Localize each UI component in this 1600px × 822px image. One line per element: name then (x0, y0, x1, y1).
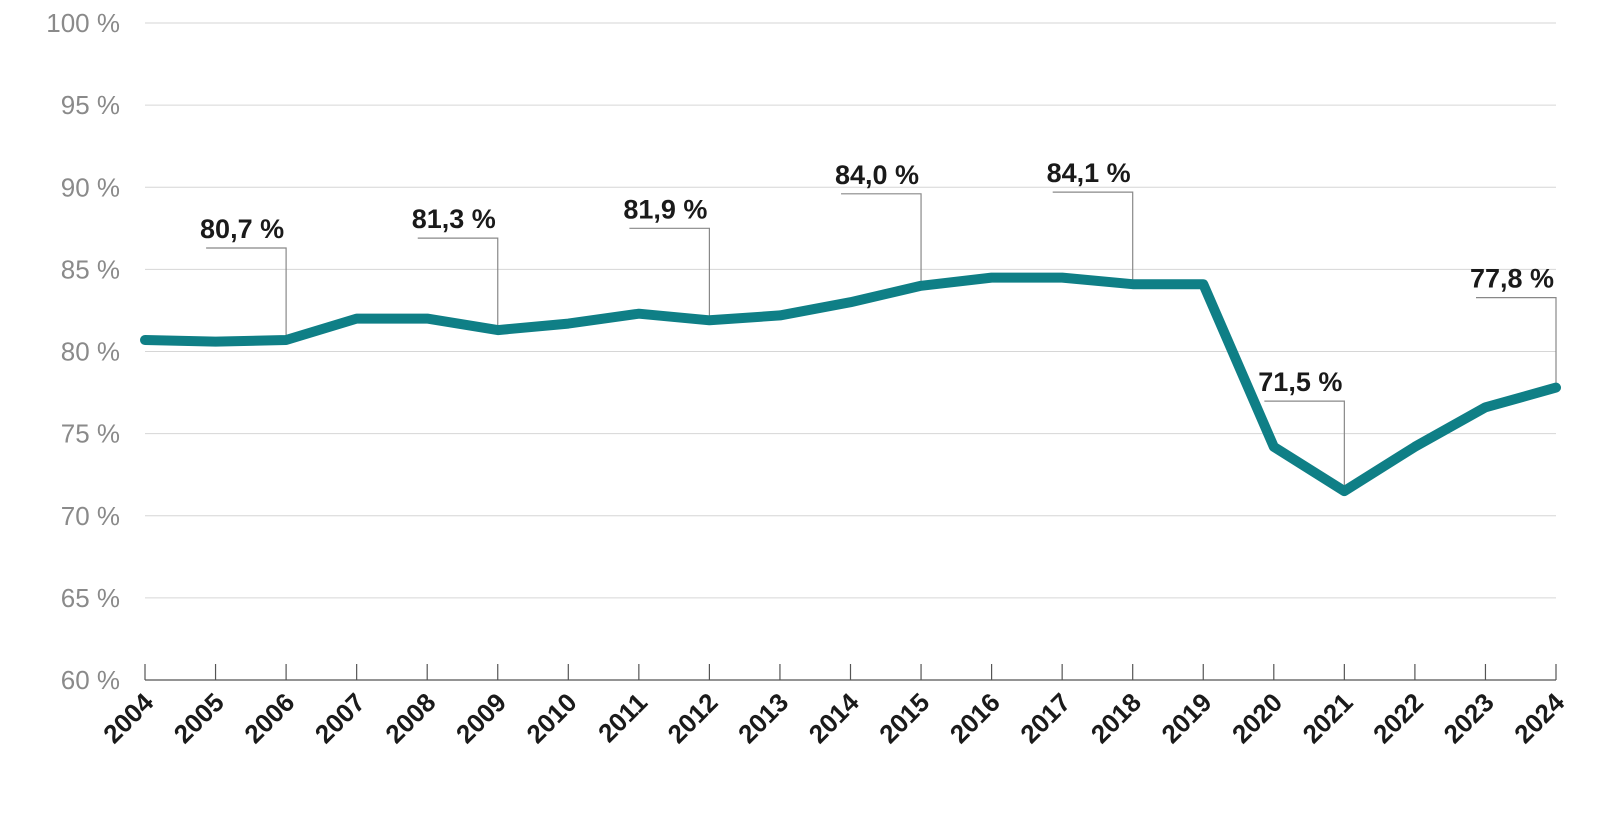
annotation-leader-line (1052, 191, 1134, 283)
y-tick-label: 65 % (61, 583, 120, 613)
data-point (849, 301, 852, 304)
data-point (355, 317, 358, 320)
data-point (920, 284, 923, 287)
data-point (1131, 283, 1134, 286)
x-tick-label: 2017 (1014, 687, 1076, 749)
x-tick-label: 2020 (1226, 687, 1288, 749)
data-label: 84,1 % (1047, 158, 1131, 188)
x-axis-tick-labels: 2004 2005 2006 2007 2008 2009 2010 2011 2012 2013… (97, 687, 1570, 749)
x-tick-label: 2013 (732, 687, 794, 749)
data-point (496, 329, 499, 332)
x-tick-label: 2022 (1367, 687, 1429, 749)
y-tick-label: 95 % (61, 90, 120, 120)
y-tick-label: 60 % (61, 665, 120, 695)
series-layer (140, 272, 1561, 497)
y-axis-tick-labels: 60 % 65 % 70 % 75 % 80 % 85 % 90 % 95 % 100 % (46, 8, 120, 695)
y-tick-label: 85 % (61, 254, 120, 284)
y-tick-label: 90 % (61, 172, 120, 202)
data-point (1343, 490, 1346, 493)
data-point (1272, 445, 1275, 448)
data-point (426, 317, 429, 320)
data-label: 81,3 % (412, 204, 496, 234)
x-tick-label: 2018 (1085, 687, 1147, 749)
x-tick-label: 2005 (168, 687, 230, 749)
y-tick-label: 80 % (61, 337, 120, 367)
annotation-leader-line (629, 227, 711, 319)
data-point (637, 312, 640, 315)
x-axis (144, 664, 1557, 681)
x-tick-label: 2015 (873, 687, 935, 749)
y-tick-label: 100 % (46, 8, 120, 38)
data-point (567, 322, 570, 325)
x-tick-label: 2009 (450, 687, 512, 749)
annotation-leader-line (1264, 400, 1345, 490)
data-label: 71,5 % (1258, 367, 1342, 397)
data-label: 81,9 % (623, 194, 707, 224)
x-tick-label: 2016 (944, 687, 1006, 749)
x-tick-label: 2006 (238, 687, 300, 749)
x-tick-label: 2008 (379, 687, 441, 749)
data-label: 80,7 % (200, 214, 284, 244)
x-tick-label: 2007 (309, 687, 371, 749)
data-point (708, 319, 711, 322)
annotation-leader-line (417, 237, 499, 329)
data-point (285, 339, 288, 342)
x-tick-label: 2011 (592, 687, 653, 748)
data-point (144, 339, 146, 342)
x-tick-label: 2021 (1296, 687, 1358, 749)
x-tick-label: 2023 (1438, 687, 1500, 749)
y-tick-label: 70 % (61, 501, 120, 531)
annotation-leader-line (206, 247, 287, 339)
data-point (1413, 445, 1416, 448)
x-tick-label: 2004 (97, 687, 159, 749)
x-tick-label: 2019 (1155, 687, 1217, 749)
data-labels: 80,7 % 81,3 % 81,9 % 84,0 % 84,1 % 71,5 % 77,8… (200, 158, 1554, 397)
y-tick-label: 75 % (61, 419, 120, 449)
data-point (990, 276, 993, 279)
x-tick-label: 2012 (662, 687, 724, 749)
annotation-leader-line (841, 193, 922, 284)
gridlines (145, 22, 1556, 599)
annotation-leader-line (1476, 297, 1557, 386)
data-point (778, 314, 781, 317)
data-point (1061, 276, 1064, 279)
annotation-leaders (206, 191, 1557, 490)
data-point (1202, 283, 1205, 286)
x-tick-label: 2014 (803, 687, 865, 749)
data-point (1555, 386, 1557, 389)
data-label: 84,0 % (835, 160, 919, 190)
data-point (214, 340, 217, 343)
data-point (1484, 406, 1487, 409)
data-label: 77,8 % (1470, 264, 1554, 294)
x-tick-label: 2024 (1508, 687, 1570, 749)
x-tick-label: 2010 (520, 687, 582, 749)
